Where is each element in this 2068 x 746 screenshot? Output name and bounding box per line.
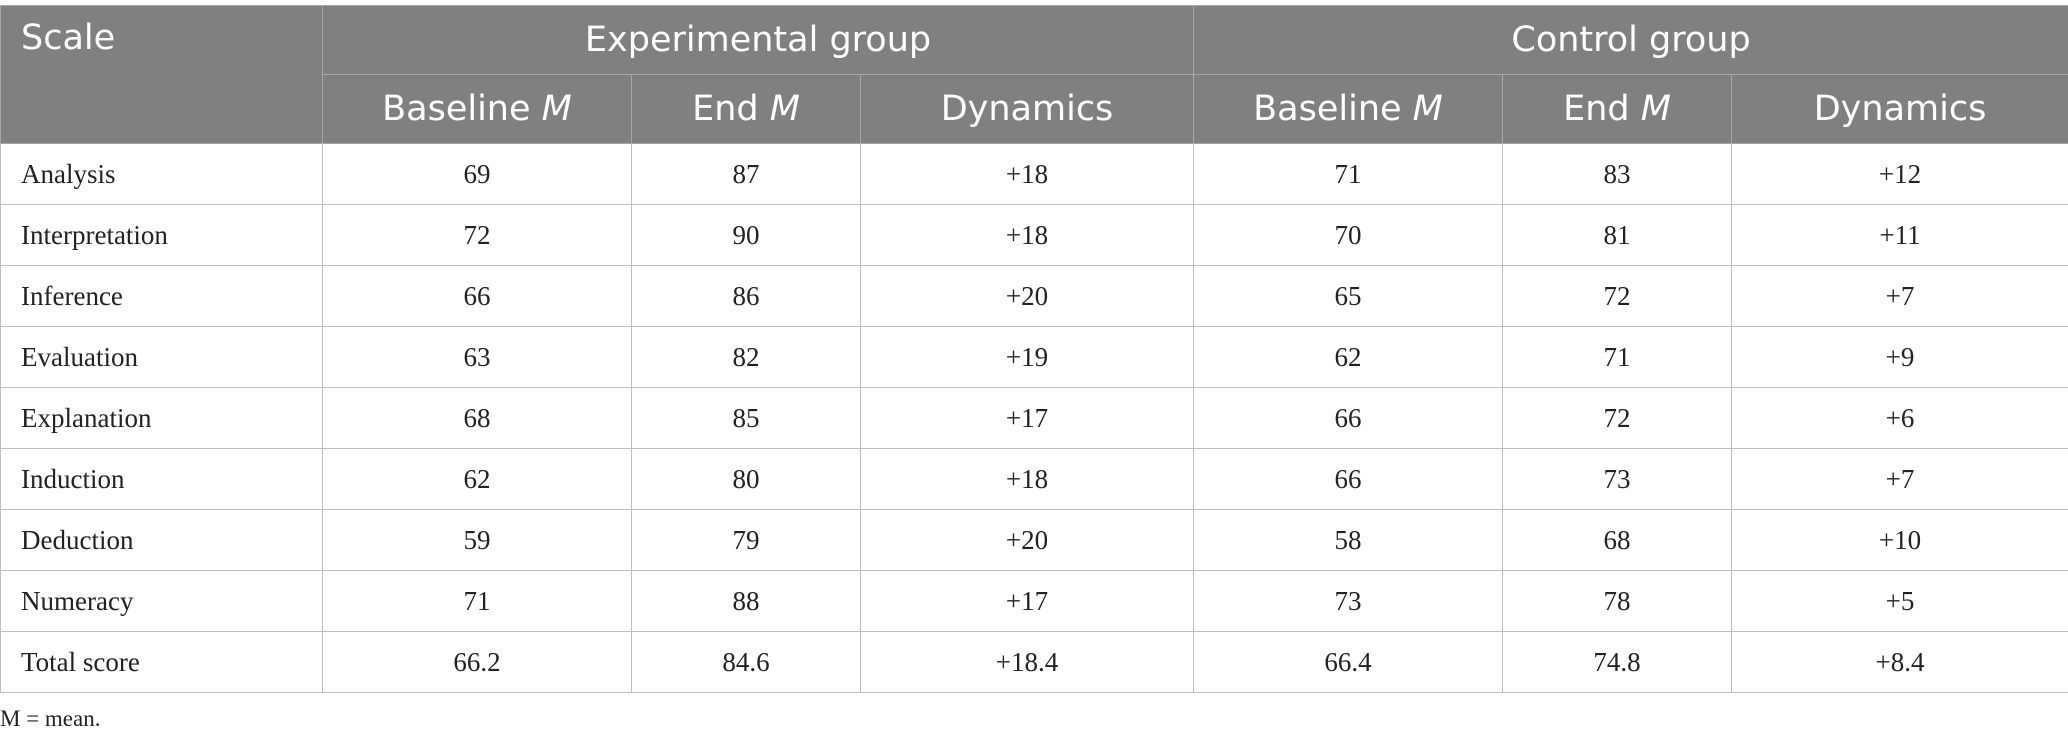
value-cell: +17	[859, 570, 1195, 632]
column-header-symbol: M	[1412, 89, 1443, 129]
value-cell: 68	[1502, 509, 1733, 571]
value-cell: +18	[859, 204, 1195, 266]
value-cell: +17	[859, 387, 1195, 449]
scale-label-cell: Evaluation	[0, 326, 323, 388]
value-cell: 84.6	[631, 631, 861, 693]
value-cell: 90	[631, 204, 861, 266]
value-cell: 71	[322, 570, 632, 632]
value-cell: 80	[631, 448, 861, 510]
column-header: Dynamics	[859, 74, 1195, 144]
value-cell: +6	[1731, 387, 2068, 449]
scale-label-cell: Explanation	[0, 387, 323, 449]
column-header-label: Baseline	[382, 89, 542, 129]
scale-label-cell: Numeracy	[0, 570, 323, 632]
value-cell: 66	[322, 265, 632, 327]
value-cell: 71	[1502, 326, 1733, 388]
value-cell: 73	[1502, 448, 1733, 510]
subheader-row: Baseline M End M Dynamics Baseline M End M Dy…	[1, 74, 2068, 144]
scale-label-cell: Inference	[0, 265, 323, 327]
table-row: Explanation 68 85 +17 66 72 +6	[0, 387, 2068, 449]
value-cell: 81	[1502, 204, 1733, 266]
value-cell: 72	[1502, 265, 1733, 327]
table-row: Interpretation 72 90 +18 70 81 +11	[0, 204, 2068, 266]
column-header: End M	[631, 74, 861, 144]
value-cell: +20	[859, 265, 1195, 327]
scale-label-cell: Deduction	[0, 509, 323, 571]
column-header-label: End	[1563, 89, 1641, 129]
value-cell: +7	[1731, 265, 2068, 327]
value-cell: 73	[1193, 570, 1504, 632]
value-cell: 85	[631, 387, 861, 449]
value-cell: 72	[1502, 387, 1733, 449]
value-cell: 66.2	[322, 631, 632, 693]
value-cell: +8.4	[1731, 631, 2068, 693]
value-cell: 88	[631, 570, 861, 632]
table-row: Induction 62 80 +18 66 73 +7	[0, 448, 2068, 510]
column-header-symbol: M	[769, 89, 800, 129]
value-cell: +11	[1731, 204, 2068, 266]
value-cell: +18	[859, 448, 1195, 510]
scale-label-cell: Induction	[0, 448, 323, 510]
value-cell: 59	[322, 509, 632, 571]
control-group-header: Control group	[1193, 5, 2068, 75]
table-body: Analysis 69 87 +18 71 83 +12 Interpretation 72 90…	[0, 143, 2068, 693]
value-cell: 66.4	[1193, 631, 1504, 693]
value-cell: 68	[322, 387, 632, 449]
value-cell: 62	[1193, 326, 1504, 388]
column-header: End M	[1502, 74, 1733, 144]
table-row: Deduction 59 79 +20 58 68 +10	[0, 509, 2068, 571]
scale-label-cell: Analysis	[0, 143, 323, 205]
table-row: Evaluation 63 82 +19 62 71 +9	[0, 326, 2068, 388]
value-cell: +9	[1731, 326, 2068, 388]
table-row: Analysis 69 87 +18 71 83 +12	[0, 143, 2068, 205]
value-cell: +5	[1731, 570, 2068, 632]
group-header-row: Scale Experimental group Control group	[0, 5, 2068, 144]
value-cell: 66	[1193, 448, 1504, 510]
column-header-symbol: M	[541, 89, 572, 129]
value-cell: +10	[1731, 509, 2068, 571]
value-cell: 78	[1502, 570, 1733, 632]
table-row: Inference 66 86 +20 65 72 +7	[0, 265, 2068, 327]
table-header: Scale Experimental group Control group B…	[0, 5, 2068, 144]
column-header-symbol: M	[1640, 89, 1671, 129]
column-header: Baseline M	[322, 74, 632, 144]
value-cell: +12	[1731, 143, 2068, 205]
column-header: Baseline M	[1193, 74, 1504, 144]
value-cell: 86	[631, 265, 861, 327]
value-cell: 71	[1193, 143, 1504, 205]
value-cell: 63	[322, 326, 632, 388]
experimental-group-header: Experimental group	[321, 5, 1195, 75]
table-row: Total score 66.2 84.6 +18.4 66.4 74.8 +8.4	[0, 631, 2068, 693]
value-cell: 74.8	[1502, 631, 1733, 693]
value-cell: 72	[322, 204, 632, 266]
table-row: Numeracy 71 88 +17 73 78 +5	[0, 570, 2068, 632]
value-cell: +18.4	[859, 631, 1195, 693]
value-cell: +18	[859, 143, 1195, 205]
column-header-label: Dynamics	[940, 89, 1114, 129]
scale-column-header: Scale	[0, 5, 323, 144]
value-cell: 70	[1193, 204, 1504, 266]
column-header-label: End	[692, 89, 770, 129]
value-cell: 82	[631, 326, 861, 388]
table-footnote: M = mean.	[0, 706, 101, 731]
value-cell: 62	[322, 448, 632, 510]
value-cell: 58	[1193, 509, 1504, 571]
value-cell: 79	[631, 509, 861, 571]
scale-label-cell: Total score	[0, 631, 323, 693]
value-cell: 69	[322, 143, 632, 205]
column-header-label: Baseline	[1253, 89, 1413, 129]
column-header-label: Dynamics	[1813, 89, 1987, 129]
results-table: Scale Experimental group Control group B…	[0, 5, 2068, 693]
value-cell: 83	[1502, 143, 1733, 205]
column-header: Dynamics	[1731, 74, 2068, 144]
value-cell: 66	[1193, 387, 1504, 449]
value-cell: +20	[859, 509, 1195, 571]
value-cell: 87	[631, 143, 861, 205]
value-cell: 65	[1193, 265, 1504, 327]
scale-label-cell: Interpretation	[0, 204, 323, 266]
value-cell: +7	[1731, 448, 2068, 510]
value-cell: +19	[859, 326, 1195, 388]
